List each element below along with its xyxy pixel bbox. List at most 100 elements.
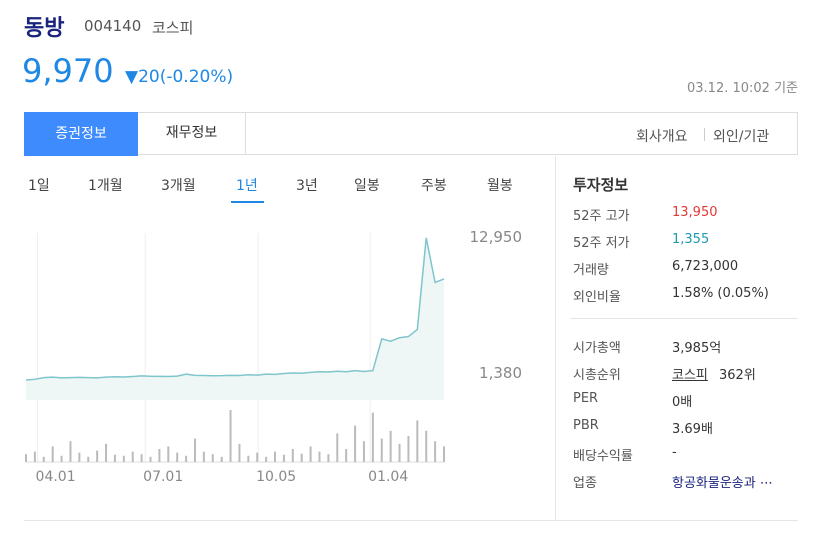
period-tab[interactable]: 3년 [296, 178, 318, 194]
info-label: PER [573, 391, 599, 406]
chart: 04.01 07.01 10.05 01.04 1,380 12,950 [25, 228, 523, 485]
info-label: 52주 고가 [573, 209, 630, 224]
y-tick-label: 1,380 [479, 364, 522, 382]
area [26, 237, 444, 400]
volume-bar [25, 454, 27, 462]
volume-bar [96, 450, 99, 462]
info-label: 시총순위 [573, 368, 621, 383]
period-tab[interactable]: 주봉 [421, 178, 447, 194]
divider [555, 156, 556, 520]
info-link[interactable]: 코스피 [672, 368, 708, 383]
period-tab[interactable]: 일봉 [354, 178, 380, 194]
x-tick-label: 01.04 [368, 469, 408, 485]
stock-name: 동방 [24, 16, 65, 41]
volume-bar [300, 453, 303, 462]
volume-bar [167, 446, 170, 462]
volume-bar [425, 430, 428, 462]
volume-bar [131, 451, 134, 462]
volume-bar [176, 452, 179, 462]
volume-bar [309, 446, 312, 462]
info-value: - [672, 445, 677, 460]
period-tab[interactable]: 월봉 [487, 178, 513, 194]
volume-bar [389, 430, 392, 462]
info-value: 0배 [672, 395, 693, 410]
volume-bar [407, 436, 410, 462]
price: 9,970 [22, 52, 114, 90]
info-label: 배당수익률 [573, 449, 633, 464]
volume-bar [318, 451, 321, 462]
volume-bar [265, 456, 268, 462]
info-label: 거래량 [573, 263, 609, 278]
info-value: 6,723,000 [672, 259, 739, 274]
period-tab[interactable]: 1개월 [88, 178, 123, 194]
volume-bar [193, 438, 196, 462]
x-tick-label: 04.01 [36, 469, 76, 485]
info-value: 항공화물운송과 ⋯ [672, 476, 773, 491]
divider [24, 520, 798, 521]
change: ▼20(-0.20%) [125, 67, 234, 87]
volume-bar [371, 412, 374, 462]
stock-code: 004140 [84, 17, 142, 35]
volume-bar [78, 452, 81, 462]
volume-bar [211, 454, 214, 462]
divider [704, 128, 705, 141]
info-value: 3.69배 [672, 422, 713, 437]
volume-bar [220, 456, 223, 462]
active-underline [231, 201, 264, 203]
volume-bar [140, 454, 143, 462]
volume-bar [122, 455, 125, 462]
period-tab[interactable]: 1일 [28, 178, 50, 194]
link[interactable]: 회사개요 [636, 129, 688, 145]
volume-bar [229, 410, 232, 462]
y-tick-label: 12,950 [470, 228, 523, 246]
volume-bar [416, 420, 419, 462]
volume-bar [158, 449, 161, 462]
info-label: 업종 [573, 476, 597, 491]
volume-bar [33, 451, 36, 462]
volume-bar [69, 441, 72, 462]
volume-bar [380, 438, 383, 462]
volume-bar [282, 454, 285, 462]
timestamp: 03.12. 10:02 기준 [687, 81, 798, 96]
volume-bar [202, 451, 205, 462]
volume-bar [345, 449, 348, 462]
info-value: 362위 [719, 368, 756, 383]
info-value: 1.58% (0.05%) [672, 286, 769, 301]
period-tab[interactable]: 3개월 [161, 178, 196, 194]
volume-bar [149, 456, 152, 462]
info-value: 1,355 [672, 232, 710, 247]
volume-bar [443, 446, 445, 462]
volume-bar [60, 455, 63, 462]
volume-bar [274, 451, 277, 462]
volume-bar [185, 455, 188, 462]
volume-bar [238, 443, 241, 462]
volume-bar [247, 455, 250, 462]
info-label: 52주 저가 [573, 236, 630, 251]
price-line [25, 237, 445, 381]
info-value: 13,950 [672, 205, 718, 220]
volume-bar [42, 456, 45, 462]
x-tick-label: 10.05 [256, 469, 296, 485]
volume-bar [51, 446, 54, 462]
period-tab[interactable]: 1년 [236, 178, 258, 194]
info-label: 시가총액 [573, 341, 621, 356]
market: 코스피 [152, 19, 194, 37]
volume-bar [327, 454, 330, 462]
info-label: 외인비율 [573, 290, 621, 305]
volume-bar [256, 452, 259, 462]
divider [570, 318, 798, 319]
volume-bar [105, 443, 108, 462]
volume-bar [336, 433, 339, 462]
volume-bar [87, 456, 90, 462]
info-value: 3,985억 [672, 341, 722, 356]
tab-active[interactable]: 증권정보 [24, 112, 138, 156]
volume-bar [113, 454, 116, 462]
link[interactable]: 외인/기관 [713, 129, 770, 145]
info-label: PBR [573, 418, 599, 433]
info-title: 투자정보 [573, 176, 629, 194]
volume-bar [291, 449, 294, 462]
volume-bar [398, 443, 401, 462]
x-tick-label: 07.01 [143, 469, 183, 485]
tab[interactable]: 재무정보 [138, 112, 246, 155]
